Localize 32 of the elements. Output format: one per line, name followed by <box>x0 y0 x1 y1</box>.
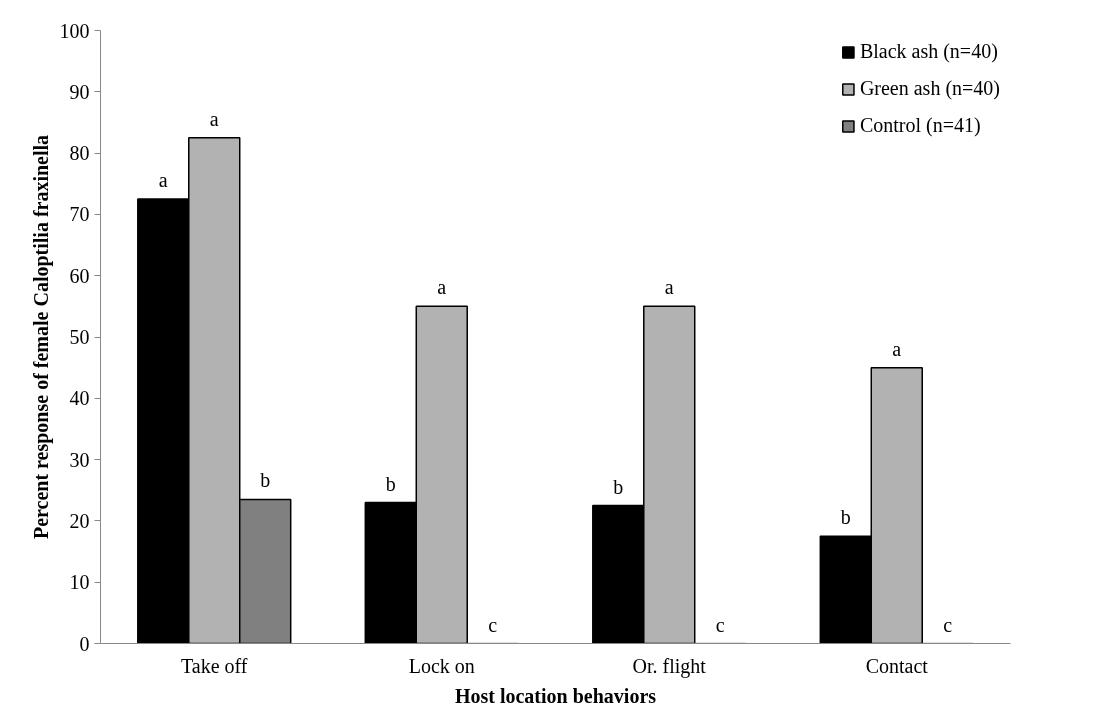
data-label: c <box>715 613 725 636</box>
legend-label: Green ash (n=40) <box>859 77 1000 100</box>
data-label: b <box>385 472 396 495</box>
y-tick-label: 0 <box>79 632 90 655</box>
x-tick-label: Contact <box>865 654 929 677</box>
x-tick-label: Or. flight <box>632 654 707 678</box>
y-tick-label: 70 <box>69 203 90 226</box>
y-axis-title: Percent response of female Caloptilia fraxinella <box>29 134 53 540</box>
data-label: a <box>209 107 219 130</box>
x-tick-label: Take off <box>180 654 248 677</box>
x-axis-title: Host location behaviors <box>454 684 657 707</box>
data-label: b <box>840 506 851 529</box>
data-label: a <box>437 276 447 299</box>
x-tick-label: Lock on <box>408 654 475 677</box>
y-tick-label: 50 <box>69 326 90 348</box>
y-tick-label: 40 <box>69 387 90 410</box>
data-label: c <box>943 613 953 636</box>
legend-label: Black ash (n=40) <box>859 40 998 63</box>
y-tick-label: 20 <box>69 509 90 532</box>
y-tick-label: 30 <box>69 448 90 471</box>
data-label: b <box>260 469 271 492</box>
data-label: a <box>158 169 168 192</box>
y-tick-label: 100 <box>59 19 90 42</box>
data-label: c <box>488 613 498 636</box>
y-tick-label: 80 <box>69 142 90 165</box>
data-label: a <box>664 276 674 299</box>
data-label: b <box>613 475 624 498</box>
data-label: a <box>892 337 902 360</box>
y-tick-label: 10 <box>69 571 90 594</box>
legend-label: Control (n=41) <box>859 114 981 137</box>
y-tick-label: 90 <box>69 80 90 103</box>
y-tick-label: 60 <box>69 264 90 287</box>
